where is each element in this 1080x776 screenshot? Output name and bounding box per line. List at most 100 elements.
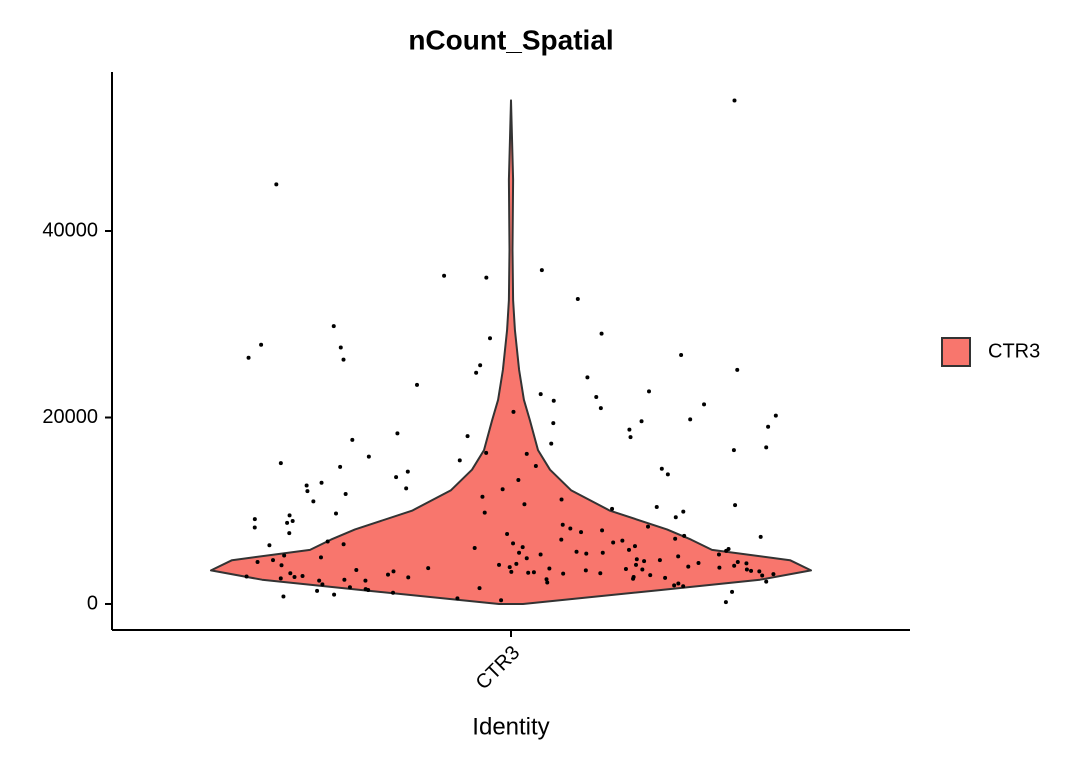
point xyxy=(252,517,257,522)
point xyxy=(278,461,283,466)
point xyxy=(584,551,589,556)
legend-label: CTR3 xyxy=(988,340,1040,362)
point xyxy=(274,182,279,187)
point xyxy=(681,509,686,514)
point xyxy=(764,445,769,450)
point xyxy=(547,566,552,571)
point xyxy=(317,578,322,583)
point xyxy=(259,342,264,347)
point xyxy=(764,579,769,584)
point xyxy=(559,497,564,502)
point xyxy=(600,550,605,555)
point xyxy=(482,510,487,515)
point xyxy=(724,548,729,553)
point xyxy=(287,531,292,536)
point xyxy=(386,572,391,577)
point xyxy=(757,569,762,574)
point xyxy=(292,574,297,579)
point xyxy=(730,589,735,594)
point xyxy=(544,577,549,582)
point xyxy=(531,570,536,575)
point xyxy=(688,417,693,422)
point xyxy=(487,336,492,341)
point xyxy=(474,370,479,375)
point xyxy=(478,363,483,368)
point xyxy=(341,542,346,547)
point xyxy=(663,575,668,580)
point xyxy=(686,564,691,569)
point xyxy=(538,552,543,557)
point xyxy=(457,458,462,463)
point xyxy=(524,556,529,561)
point xyxy=(404,486,409,491)
point xyxy=(320,582,325,587)
point xyxy=(405,469,410,474)
point xyxy=(771,572,776,577)
point xyxy=(628,435,633,440)
point xyxy=(477,586,482,591)
point xyxy=(640,567,645,572)
point xyxy=(598,406,603,411)
y-tick-label: 20000 xyxy=(42,406,98,428)
point xyxy=(484,450,489,455)
point xyxy=(648,573,653,578)
point xyxy=(363,578,368,583)
point xyxy=(246,355,251,360)
point xyxy=(659,466,664,471)
point xyxy=(509,569,514,574)
point xyxy=(484,275,489,280)
point xyxy=(665,472,670,477)
y-tick-label: 40000 xyxy=(42,219,98,241)
point xyxy=(749,568,754,573)
point xyxy=(342,577,347,582)
point xyxy=(366,454,371,459)
point xyxy=(646,524,651,529)
point xyxy=(631,576,636,581)
point xyxy=(366,587,371,592)
point xyxy=(545,580,550,585)
point xyxy=(524,451,529,456)
point xyxy=(654,505,659,510)
point xyxy=(522,502,527,507)
point xyxy=(679,353,684,358)
point xyxy=(600,528,605,533)
point xyxy=(406,575,411,580)
point xyxy=(642,559,647,564)
chart-title: nCount_Spatial xyxy=(408,24,613,55)
point xyxy=(333,511,338,516)
point xyxy=(267,543,272,548)
point xyxy=(287,513,292,518)
point xyxy=(338,345,343,350)
point xyxy=(244,574,249,579)
point xyxy=(681,584,686,589)
point xyxy=(560,522,565,527)
point xyxy=(472,546,477,551)
point xyxy=(731,448,736,453)
point xyxy=(733,503,738,508)
point xyxy=(332,592,337,597)
point xyxy=(300,574,305,579)
point xyxy=(627,427,632,432)
point xyxy=(620,538,625,543)
point xyxy=(634,562,639,567)
point xyxy=(319,480,324,485)
point xyxy=(723,600,728,605)
point xyxy=(511,541,516,546)
point xyxy=(282,553,287,558)
point xyxy=(338,464,343,469)
point xyxy=(455,596,460,601)
point xyxy=(285,520,290,525)
point xyxy=(744,567,749,572)
point xyxy=(520,545,525,550)
point xyxy=(288,571,293,576)
point xyxy=(343,491,348,496)
point xyxy=(611,540,616,545)
point xyxy=(442,273,447,278)
point xyxy=(696,560,701,565)
point xyxy=(315,588,320,593)
point xyxy=(305,489,310,494)
point xyxy=(516,477,521,482)
point xyxy=(281,594,286,599)
point xyxy=(599,331,604,336)
